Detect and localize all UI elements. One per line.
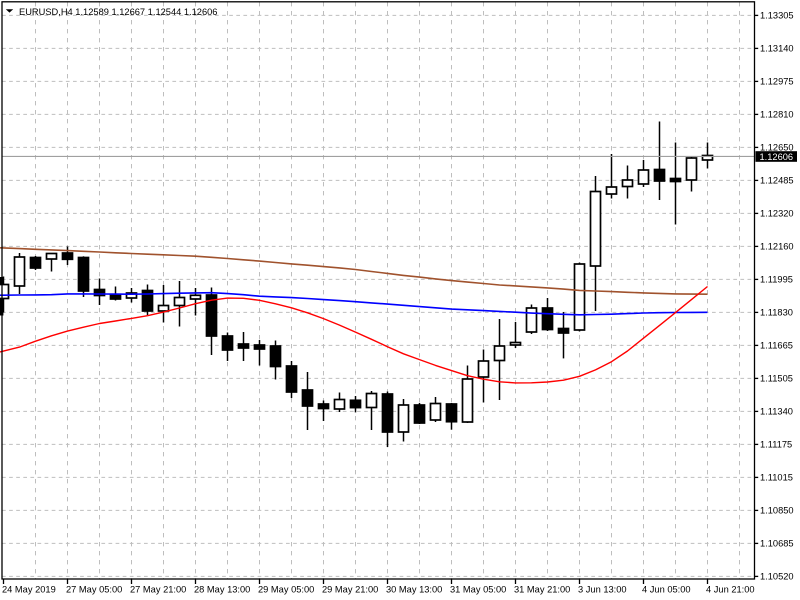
svg-text:1.11340: 1.11340 [760,407,793,417]
svg-text:27 May 21:00: 27 May 21:00 [130,585,186,595]
svg-text:1.10850: 1.10850 [760,506,794,516]
svg-text:28 May 13:00: 28 May 13:00 [194,585,250,595]
svg-text:31 May 21:00: 31 May 21:00 [514,585,570,595]
svg-text:1.12320: 1.12320 [760,209,794,219]
svg-text:1.11505: 1.11505 [760,374,793,384]
svg-text:24 May 2019: 24 May 2019 [2,585,56,595]
svg-text:3 Jun 13:00: 3 Jun 13:00 [578,585,627,595]
svg-text:1.12606: 1.12606 [760,152,794,162]
svg-text:1.11995: 1.11995 [760,275,793,285]
svg-text:1.11015: 1.11015 [760,473,793,483]
svg-text:4 Jun 05:00: 4 Jun 05:00 [642,585,691,595]
svg-text:4 Jun 21:00: 4 Jun 21:00 [706,585,755,595]
svg-text:1.11830: 1.11830 [760,308,793,318]
svg-text:1.12485: 1.12485 [760,176,794,186]
svg-text:1.11175: 1.11175 [760,440,792,450]
svg-text:1.12650: 1.12650 [760,143,794,153]
svg-text:1.11665: 1.11665 [760,341,793,351]
svg-text:27 May 05:00: 27 May 05:00 [66,585,122,595]
svg-text:1.10685: 1.10685 [760,539,794,549]
svg-text:1.12975: 1.12975 [760,77,794,87]
svg-text:29 May 21:00: 29 May 21:00 [322,585,378,595]
svg-text:1.13305: 1.13305 [760,11,794,21]
svg-text:29 May 05:00: 29 May 05:00 [258,585,314,595]
svg-text:30 May 13:00: 30 May 13:00 [386,585,442,595]
svg-text:31 May 05:00: 31 May 05:00 [450,585,506,595]
svg-text:1.10520: 1.10520 [760,572,794,582]
svg-text:1.12160: 1.12160 [760,242,794,252]
svg-text:1.13140: 1.13140 [760,44,794,54]
svg-text:EURUSD,H4 1.12589 1.12667 1.12: EURUSD,H4 1.12589 1.12667 1.12544 1.1260… [19,7,217,17]
svg-text:1.12810: 1.12810 [760,110,794,120]
